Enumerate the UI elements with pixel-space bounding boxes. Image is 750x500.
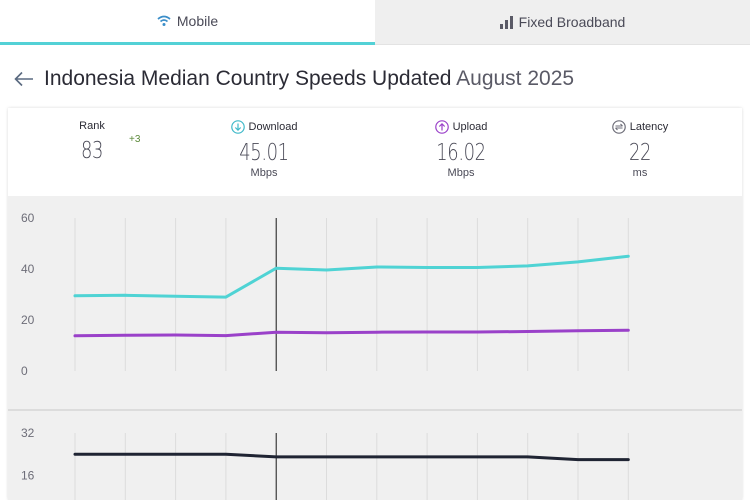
chart-0-ytick-label: 40: [21, 262, 35, 276]
stat-upload-label: Upload: [452, 121, 488, 133]
upload-icon: [434, 120, 449, 134]
signal-bars-icon: [499, 15, 513, 29]
chart-0-ytick-label: 60: [21, 211, 35, 225]
stat-upload: Upload 16.02 Mbps: [411, 120, 511, 179]
stat-latency: Latency 22 ms: [590, 120, 690, 179]
stat-latency-unit: ms: [632, 167, 648, 179]
stat-latency-label-row: Latency: [590, 120, 690, 134]
stat-download-unit: Mbps: [250, 167, 278, 179]
stats-row: Rank 83 +3 Download 45.01 Mbps Upload: [8, 108, 742, 196]
chart-0-series-1-line: [73, 328, 630, 338]
tab-fixed-broadband-label: Fixed Broadband: [518, 14, 626, 30]
stat-download-label-row: Download: [214, 120, 314, 134]
speed-card: Rank 83 +3 Download 45.01 Mbps Upload: [8, 108, 742, 500]
stat-download-value: 45.01: [239, 140, 289, 166]
rank-delta: +3: [129, 134, 141, 145]
tab-mobile[interactable]: Mobile: [0, 0, 375, 45]
chart-0-ytick-label: 0: [21, 364, 28, 378]
chart-0-series-0-line: [73, 254, 630, 299]
page-header: Indonesia Median Country Speeds Updated …: [14, 64, 574, 94]
wifi-icon: [157, 15, 171, 26]
chart-1-series-0-line: [73, 452, 630, 462]
latency-icon: [611, 120, 626, 134]
stat-upload-label-row: Upload: [411, 120, 511, 134]
stat-download-label: Download: [248, 121, 298, 133]
chart-1-ytick-label: 16: [21, 469, 35, 483]
stat-download: Download 45.01 Mbps: [214, 120, 314, 179]
tab-mobile-label: Mobile: [176, 13, 219, 29]
stat-rank: Rank 83: [70, 120, 114, 164]
download-icon: [230, 120, 245, 134]
page-title-text: Indonesia Median Country Speeds Updated: [44, 67, 452, 90]
stat-upload-unit: Mbps: [447, 167, 475, 179]
arrow-left-icon: [14, 71, 33, 87]
back-button[interactable]: [14, 68, 36, 90]
tab-fixed-broadband[interactable]: Fixed Broadband: [375, 0, 750, 45]
stat-upload-value: 16.02: [436, 140, 486, 166]
tab-bar: Mobile Fixed Broadband: [0, 0, 750, 45]
chart-1-ytick-label: 32: [21, 426, 35, 440]
stat-latency-label: Latency: [629, 121, 669, 133]
page-title-date: August 2025: [456, 67, 575, 90]
page-title: Indonesia Median Country Speeds Updated …: [44, 67, 574, 91]
chart-0-ytick-label: 20: [21, 313, 35, 327]
stat-latency-value: 22: [628, 140, 652, 166]
speed-chart: 60 40 20 0 32 16: [8, 211, 742, 500]
stat-rank-label: Rank: [79, 120, 105, 132]
stat-rank-value: 83: [80, 138, 104, 164]
